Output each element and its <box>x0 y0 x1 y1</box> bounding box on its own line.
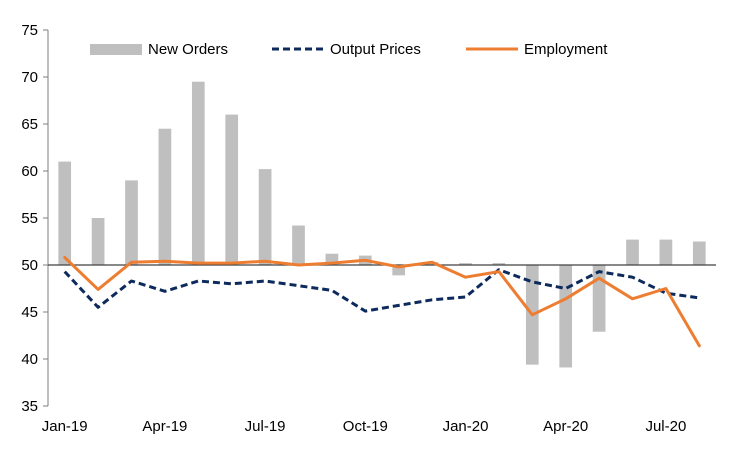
bar-new-orders <box>626 239 639 265</box>
bar-new-orders <box>125 180 138 265</box>
x-tick-label: Apr-19 <box>142 418 187 435</box>
bar-new-orders <box>325 253 339 265</box>
bar-new-orders <box>91 218 105 265</box>
legend-label-output-prices: Output Prices <box>330 41 421 58</box>
bar-new-orders <box>559 265 573 368</box>
x-tick-label: Oct-19 <box>343 418 388 435</box>
y-tick-label: 40 <box>21 351 38 368</box>
bar-new-orders <box>659 239 673 265</box>
x-tick-label: Apr-20 <box>543 418 588 435</box>
bar-new-orders <box>492 263 506 265</box>
output-prices-line <box>63 268 700 313</box>
bar-new-orders <box>191 81 205 265</box>
legend: New Orders Output Prices Employment <box>90 41 608 58</box>
y-tick-label: 75 <box>21 22 38 39</box>
bar-new-orders <box>258 169 272 265</box>
bar-new-orders <box>592 265 606 332</box>
y-tick-label: 50 <box>21 257 38 274</box>
lines-group <box>63 256 701 348</box>
bar-new-orders <box>158 128 172 265</box>
y-tick-label: 65 <box>21 116 38 133</box>
legend-label-employment: Employment <box>524 41 608 58</box>
bars-group <box>58 81 706 368</box>
bar-new-orders <box>225 114 239 265</box>
legend-label-new-orders: New Orders <box>148 41 228 58</box>
legend-swatch-new-orders <box>90 44 142 55</box>
bar-new-orders <box>692 241 706 265</box>
x-tick-label: Jul-20 <box>645 418 686 435</box>
x-tick-label: Jan-20 <box>443 418 489 435</box>
bar-new-orders <box>58 161 72 265</box>
y-tick-label: 45 <box>21 304 38 321</box>
bar-new-orders <box>392 265 406 276</box>
axes-group: 35 40 45 50 55 60 65 70 75 Jan-19 Apr-19 Jul-19 Oct-… <box>21 22 686 435</box>
y-tick-label: 55 <box>21 210 38 227</box>
x-tick-label: Jul-19 <box>245 418 286 435</box>
y-tick-label: 70 <box>21 69 38 86</box>
employment-line <box>63 256 701 348</box>
x-tick-label: Jan-19 <box>42 418 88 435</box>
y-tick-label: 35 <box>21 398 38 415</box>
bar-new-orders <box>459 263 472 265</box>
y-tick-label: 60 <box>21 163 38 180</box>
bar-new-orders <box>292 225 305 265</box>
